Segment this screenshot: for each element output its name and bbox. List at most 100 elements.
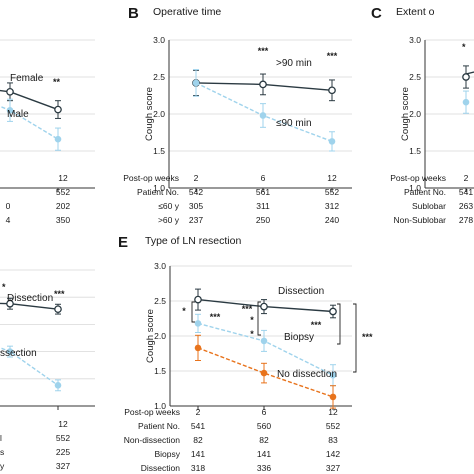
series-male-point xyxy=(6,107,14,114)
significance-marker: *** xyxy=(242,304,253,314)
significance-bracket xyxy=(191,301,195,323)
table-cell: 560 xyxy=(257,421,271,431)
y-axis-title: Cough score xyxy=(144,87,155,141)
y-tick-label: 1.0 xyxy=(409,183,421,193)
table-row-label: ≤60 y xyxy=(158,201,179,211)
series-female-point xyxy=(54,105,62,114)
table-cell: 541 xyxy=(459,187,473,197)
legend-female: Female xyxy=(10,73,44,84)
series-no-dissection-point xyxy=(54,382,62,389)
table-cell: 141 xyxy=(191,449,205,459)
significance-marker: *** xyxy=(311,320,322,330)
significance-bracket xyxy=(257,301,261,336)
table-row-label: Biopsy xyxy=(154,449,180,459)
y-tick-label: 2.5 xyxy=(409,72,421,82)
series-over-90-point xyxy=(328,86,336,95)
table-cell: 83 xyxy=(328,435,338,445)
significance-marker: * xyxy=(2,282,6,292)
table-cell: 2 xyxy=(194,173,199,183)
panel-letter-e: E xyxy=(118,234,128,251)
table-cell: 82 xyxy=(193,435,203,445)
series-under-90-line xyxy=(195,82,333,143)
table-row-label: Non-Sublobar xyxy=(394,215,447,225)
series-dark-point xyxy=(462,73,470,81)
significance-marker: *** xyxy=(210,312,221,322)
series-label-no-dissection: No dissection xyxy=(277,369,337,380)
table-cell: 311 xyxy=(256,201,270,211)
series-dissection-point xyxy=(260,302,268,311)
table-cell: 305 xyxy=(189,201,203,211)
y-tick-label: 1.0 xyxy=(154,401,166,411)
table-row-label: Non-dissection xyxy=(124,435,180,445)
table-cell: 561 xyxy=(256,187,270,197)
panel-title-b: Operative time xyxy=(153,6,221,18)
series-label-biopsy: Biopsy xyxy=(284,332,314,343)
panel-e: E Type of LN resection 1.0 1.5 2.0 2.5 3.0 Coug… xyxy=(118,234,373,473)
table-cell: 6 xyxy=(262,407,267,417)
table-row-label: Dissection xyxy=(141,463,180,473)
table-row-label: Patient No. xyxy=(138,421,180,431)
series-label-under-90: ≤90 min xyxy=(276,118,312,129)
table-cell: 312 xyxy=(325,201,339,211)
y-axis-title: Cough score xyxy=(400,87,411,141)
series-label-over-90: >90 min xyxy=(276,58,312,69)
significance-marker: * xyxy=(182,306,186,316)
series-biopsy-point xyxy=(260,337,268,345)
table-cell: 250 xyxy=(256,215,270,225)
series-male-point xyxy=(54,135,62,143)
table-cell: 263 xyxy=(459,201,473,211)
table-row-label: Post-op weeks xyxy=(124,407,180,417)
series-light-point xyxy=(462,98,470,106)
series-no-dissection-point xyxy=(260,369,268,377)
table-cell-fragment: y xyxy=(0,461,5,471)
series-no-dissection-point xyxy=(6,348,14,355)
series-dissection-point xyxy=(54,305,62,314)
table-cell: 552 xyxy=(56,433,70,443)
panel-title-c: Extent o xyxy=(396,6,435,18)
table-cell: 552 xyxy=(326,421,340,431)
y-axis-title: Cough score xyxy=(145,309,156,363)
series-biopsy-point xyxy=(329,371,337,379)
table-row-label: Sublobar xyxy=(412,201,446,211)
table-cell: 2 xyxy=(464,173,469,183)
table-cell: 278 xyxy=(459,215,473,225)
table-row-label: Patient No. xyxy=(404,187,446,197)
panel-a: 12 552 0 202 4 350 xyxy=(0,39,95,225)
series-female-point xyxy=(6,87,14,96)
table-cell: 552 xyxy=(325,187,339,197)
series-dissection-point xyxy=(194,295,202,304)
y-tick-label: 3.0 xyxy=(409,35,421,45)
series-biopsy-point xyxy=(194,320,202,327)
series-under-90-point xyxy=(192,79,200,87)
table-cell: 141 xyxy=(257,449,271,459)
table-cell: 0 xyxy=(6,201,11,211)
table-cell-fragment: s xyxy=(0,447,4,457)
table-cell: 552 xyxy=(56,187,70,197)
y-tick-label: 2.0 xyxy=(153,109,165,119)
significance-bracket xyxy=(353,303,357,373)
significance-marker: ** xyxy=(53,77,61,87)
legend-male: Male xyxy=(7,109,29,120)
y-tick-label: 1.0 xyxy=(153,183,165,193)
table-cell: 12 xyxy=(327,173,337,183)
table-row-label: Post-op weeks xyxy=(390,173,446,183)
table-cell: 202 xyxy=(56,201,70,211)
series-over-90-point xyxy=(259,80,267,89)
series-dark-continuation xyxy=(465,71,474,75)
series-no-dissection-point xyxy=(329,393,337,401)
table-cell: 240 xyxy=(325,215,339,225)
series-under-90-point xyxy=(328,138,336,145)
series-label-dissection: Dissection xyxy=(278,286,324,297)
panel-title-e: Type of LN resection xyxy=(145,235,241,247)
table-row-label: >60 y xyxy=(158,215,180,225)
y-tick-label: 2.5 xyxy=(154,296,166,306)
table-cell: 4 xyxy=(6,215,11,225)
series-label-dissection: Dissection xyxy=(7,293,53,304)
panel-b: B Operative time 1.0 1.5 2.0 2.5 3.0 Cough scor… xyxy=(123,5,352,225)
table-cell: 2 xyxy=(196,407,201,417)
panel-letter-c: C xyxy=(371,5,382,22)
series-no-dissection-point xyxy=(194,344,202,352)
y-tick-label: 1.5 xyxy=(153,146,165,156)
series-female-line xyxy=(0,89,59,111)
y-tick-label: 3.0 xyxy=(153,35,165,45)
